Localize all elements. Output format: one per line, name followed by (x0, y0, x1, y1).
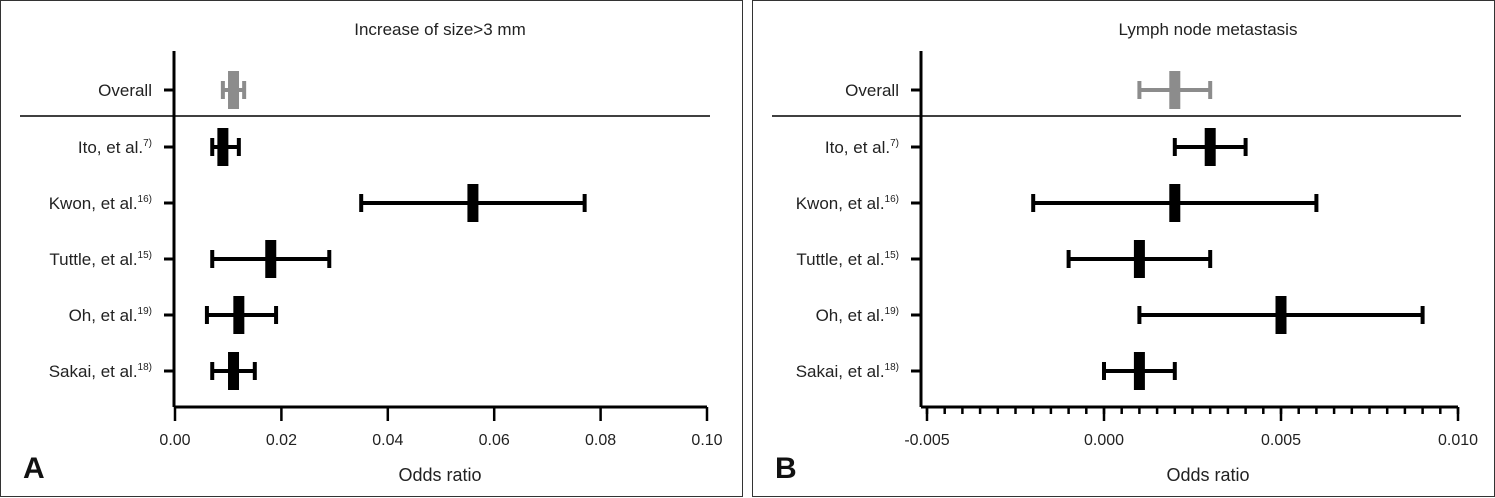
x-tick-label: 0.000 (1084, 432, 1124, 449)
forest-plot-b: Lymph node metastasis -0.005 0.000 0.005 0.0… (772, 20, 1478, 485)
point-estimate-marker (228, 352, 240, 390)
row-label: Tuttle, et al.15) (49, 250, 152, 269)
point-estimate-marker (467, 184, 479, 222)
row-label-text: Kwon, et al. (796, 194, 885, 213)
row-label-text: Sakai, et al. (796, 362, 885, 381)
panel-label: B (775, 452, 797, 485)
point-estimate-marker (1133, 352, 1145, 390)
x-axis-label: Odds ratio (1166, 465, 1249, 485)
x-tick-label: -0.005 (904, 432, 949, 449)
chart-title: Increase of size>3 mm (354, 20, 526, 39)
row-label: Kwon, et al.16) (796, 194, 899, 213)
row-reference-superscript: 7) (143, 138, 152, 149)
row-reference-superscript: 18) (885, 362, 899, 373)
x-tick-label: 0.010 (1438, 432, 1478, 449)
row-reference-superscript: 7) (890, 138, 899, 149)
row-label: Sakai, et al.18) (796, 362, 899, 381)
row-reference-superscript: 16) (138, 194, 152, 205)
point-estimate-marker (217, 128, 229, 166)
point-estimate-marker (228, 71, 240, 109)
row-label: Oh, et al.19) (816, 306, 899, 325)
x-tick-label: 0.005 (1261, 432, 1301, 449)
point-estimate-marker (1169, 184, 1181, 222)
row-label: Overall (98, 81, 152, 100)
row-label: Sakai, et al.18) (49, 362, 152, 381)
row-reference-superscript: 16) (885, 194, 899, 205)
row-label-text: Ito, et al. (825, 138, 890, 157)
x-tick-label: 0.06 (479, 432, 510, 449)
row-label: Tuttle, et al.15) (796, 250, 899, 269)
forest-plot-a: Increase of size>3 mm 0.00 0.02 0.04 0.06 0.0… (20, 20, 723, 485)
row-label: Ito, et al.7) (78, 138, 152, 157)
row-label-text: Kwon, et al. (49, 194, 138, 213)
row-label-text: Sakai, et al. (49, 362, 138, 381)
forest-plot-panel-b: Lymph node metastasis -0.005 0.000 0.005 0.0… (752, 0, 1495, 497)
panel-label: A (23, 452, 45, 485)
row-reference-superscript: 19) (138, 306, 152, 317)
row-label-text: Overall (98, 81, 152, 100)
point-estimate-marker (233, 296, 245, 334)
point-estimate-marker (1275, 296, 1287, 334)
row-reference-superscript: 15) (885, 250, 899, 261)
row-label: Kwon, et al.16) (49, 194, 152, 213)
row-label-text: Oh, et al. (816, 306, 885, 325)
row-label: Overall (845, 81, 899, 100)
x-tick-label: 0.10 (691, 432, 722, 449)
x-tick-label: 0.00 (159, 432, 190, 449)
row-label: Ito, et al.7) (825, 138, 899, 157)
point-estimate-marker (265, 240, 277, 278)
x-tick-label: 0.04 (372, 432, 403, 449)
row-reference-superscript: 15) (138, 250, 152, 261)
row-label-text: Tuttle, et al. (49, 250, 137, 269)
row-label-text: Ito, et al. (78, 138, 143, 157)
point-estimate-marker (1133, 240, 1145, 278)
row-reference-superscript: 19) (885, 306, 899, 317)
row-label-text: Overall (845, 81, 899, 100)
point-estimate-marker (1204, 128, 1216, 166)
x-tick-label: 0.08 (585, 432, 616, 449)
forest-plot-panel-a: Increase of size>3 mm 0.00 0.02 0.04 0.06 0.0… (0, 0, 743, 497)
chart-title: Lymph node metastasis (1119, 20, 1298, 39)
row-label-text: Oh, et al. (69, 306, 138, 325)
x-axis-label: Odds ratio (398, 465, 481, 485)
x-tick-label: 0.02 (266, 432, 297, 449)
point-estimate-marker (1169, 71, 1181, 109)
row-label-text: Tuttle, et al. (796, 250, 884, 269)
row-reference-superscript: 18) (138, 362, 152, 373)
row-label: Oh, et al.19) (69, 306, 152, 325)
